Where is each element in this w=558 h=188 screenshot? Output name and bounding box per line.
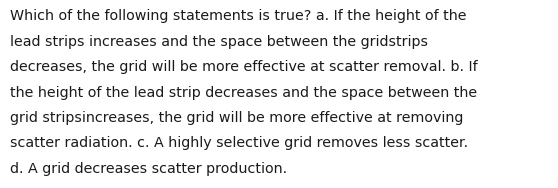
Text: scatter radiation. c. A highly selective grid removes less scatter.: scatter radiation. c. A highly selective… — [10, 136, 468, 150]
Text: d. A grid decreases scatter production.: d. A grid decreases scatter production. — [10, 162, 287, 176]
Text: decreases, the grid will be more effective at scatter removal. b. If: decreases, the grid will be more effecti… — [10, 60, 478, 74]
Text: grid stripsincreases, the grid will be more effective at removing: grid stripsincreases, the grid will be m… — [10, 111, 463, 125]
Text: lead strips increases and the space between the gridstrips: lead strips increases and the space betw… — [10, 35, 428, 49]
Text: Which of the following statements is true? a. If the height of the: Which of the following statements is tru… — [10, 9, 466, 23]
Text: the height of the lead strip decreases and the space between the: the height of the lead strip decreases a… — [10, 86, 477, 99]
